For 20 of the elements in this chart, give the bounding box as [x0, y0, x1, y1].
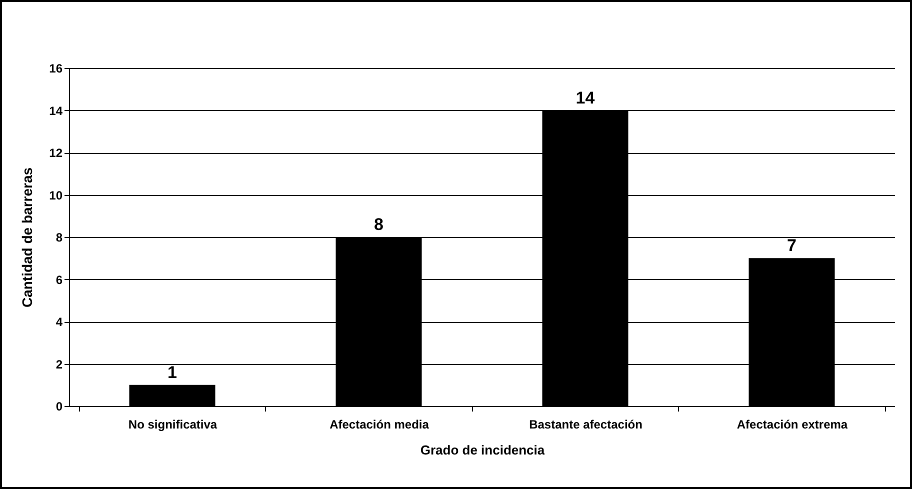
x-tick-label: Bastante afectación	[529, 418, 642, 432]
x-tick-label: Afectación media	[330, 418, 430, 432]
y-tick-label: 14	[49, 104, 63, 118]
data-label: 14	[576, 88, 596, 108]
y-axis-title: Cantidad de barreras	[19, 167, 36, 308]
y-tick-label: 12	[49, 146, 63, 160]
y-tick-label: 0	[56, 400, 63, 414]
y-tick-label: 10	[49, 188, 63, 202]
x-tick-label: No significativa	[128, 418, 218, 432]
y-tick-label: 16	[49, 62, 63, 76]
y-tick-label: 2	[56, 357, 63, 372]
y-tick-label: 6	[56, 272, 63, 287]
data-label: 1	[168, 362, 177, 382]
y-tick-label: 4	[56, 315, 63, 329]
x-axis-title: Grado de incidencia	[420, 442, 546, 458]
y-tick-label: 8	[56, 230, 63, 244]
bar	[129, 384, 216, 406]
x-tick-label: Afectación extrema	[736, 418, 848, 432]
data-label: 7	[787, 236, 796, 256]
data-label: 8	[374, 215, 384, 234]
